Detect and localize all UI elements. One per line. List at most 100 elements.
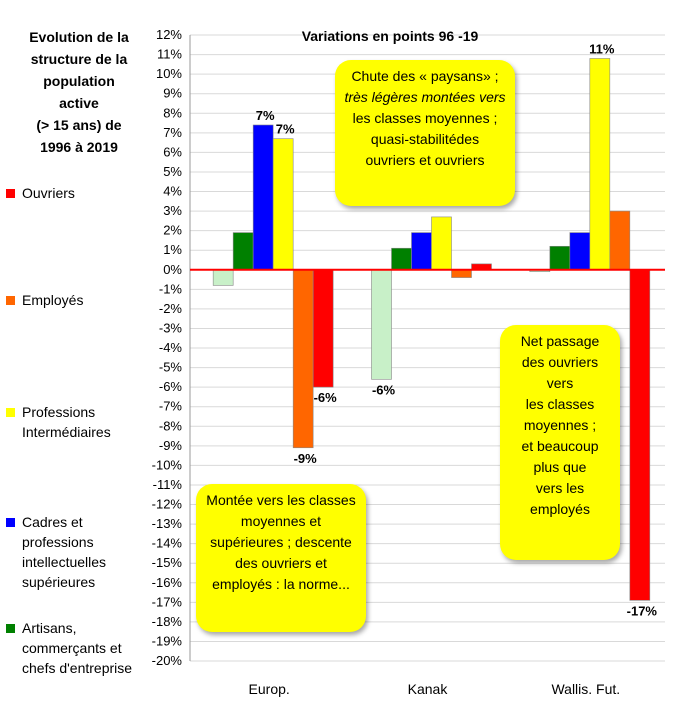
bar bbox=[232, 232, 254, 271]
data-label: 7% bbox=[256, 108, 275, 123]
x-category-label: Wallis. Fut. bbox=[551, 681, 620, 697]
y-tick-label: 0% bbox=[163, 262, 182, 277]
bar bbox=[292, 269, 314, 449]
y-tick-label: -20% bbox=[152, 653, 183, 668]
note-line: employés : la norme... bbox=[212, 576, 350, 592]
y-tick-label: -11% bbox=[153, 477, 183, 492]
bar bbox=[609, 210, 631, 271]
bar bbox=[431, 216, 452, 271]
y-tick-label: -12% bbox=[152, 497, 183, 512]
bar bbox=[451, 269, 472, 278]
legend-swatch bbox=[6, 624, 15, 633]
data-label: -17% bbox=[627, 603, 658, 618]
y-tick-label: -8% bbox=[159, 418, 183, 433]
bar bbox=[391, 247, 412, 271]
y-tick-label: 6% bbox=[163, 144, 182, 159]
data-label: -6% bbox=[314, 390, 338, 405]
y-tick-label: 11% bbox=[157, 47, 182, 62]
side-title-line: 1996 à 2019 bbox=[40, 139, 118, 155]
note-line: supérieures ; descente bbox=[210, 534, 352, 550]
side-title-line: structure de la bbox=[30, 51, 128, 67]
bar bbox=[272, 138, 294, 271]
data-label: -9% bbox=[294, 451, 318, 466]
note-line: des ouvriers bbox=[521, 354, 599, 370]
bar bbox=[371, 269, 392, 380]
y-tick-label: -10% bbox=[152, 457, 183, 472]
y-tick-label: -15% bbox=[152, 555, 183, 570]
side-title: Evolution de la structure de la populati… bbox=[4, 26, 154, 158]
side-title-line: active bbox=[59, 95, 99, 111]
note-line: Net passage bbox=[520, 333, 600, 349]
y-tick-label: 4% bbox=[163, 184, 182, 199]
y-tick-label: 3% bbox=[163, 203, 182, 218]
side-title-line: Evolution de la bbox=[29, 29, 129, 45]
note-line: employés bbox=[530, 501, 590, 517]
bar bbox=[569, 232, 591, 271]
y-tick-label: -2% bbox=[159, 301, 183, 316]
side-title-line: (> 15 ans) de bbox=[36, 117, 122, 133]
y-tick-label: 7% bbox=[163, 125, 182, 140]
bar bbox=[252, 124, 274, 271]
y-tick-label: -14% bbox=[152, 536, 183, 551]
data-label: 11% bbox=[589, 41, 615, 56]
note-line: Chute des « paysans» ; bbox=[351, 68, 499, 84]
bar bbox=[549, 245, 571, 271]
y-tick-label: -19% bbox=[152, 633, 183, 648]
note-line: moyennes et bbox=[240, 513, 322, 529]
note-right: Net passage des ouvriers vers les classe… bbox=[500, 325, 620, 560]
x-category-label: Kanak bbox=[408, 681, 449, 697]
x-axis: Europ. Kanak Wallis. Fut. bbox=[190, 268, 665, 697]
side-title-line: population bbox=[43, 73, 115, 89]
y-tick-label: -4% bbox=[159, 340, 183, 355]
legend-swatch bbox=[6, 408, 15, 417]
bar bbox=[629, 269, 651, 601]
note-line: et beaucoup bbox=[521, 438, 599, 454]
note-bottom: Montée vers les classes moyennes et supé… bbox=[196, 484, 366, 632]
note-line: moyennes ; bbox=[523, 417, 597, 433]
legend-label: Cadres et professions intellectuelles su… bbox=[22, 514, 107, 590]
note-line: les classes bbox=[525, 396, 595, 412]
y-tick-label: 1% bbox=[163, 242, 182, 257]
data-label: -6% bbox=[372, 382, 396, 397]
note-line: ouvriers et ouvriers bbox=[365, 152, 485, 168]
y-tick-label: 12% bbox=[156, 27, 182, 42]
legend-swatch bbox=[6, 189, 15, 198]
y-tick-label: -3% bbox=[159, 320, 183, 335]
y-tick-label: 10% bbox=[156, 66, 182, 81]
note-line: vers les bbox=[535, 480, 585, 496]
x-category-label: Europ. bbox=[249, 681, 290, 697]
bar bbox=[411, 232, 432, 271]
note-line: très légères montées vers bbox=[344, 89, 506, 105]
y-tick-label: -5% bbox=[159, 360, 183, 375]
note-line: quasi-stabilitédes bbox=[370, 131, 480, 147]
bar bbox=[589, 58, 611, 271]
y-tick-label: 2% bbox=[163, 223, 182, 238]
y-tick-label: -17% bbox=[152, 594, 183, 609]
y-tick-label: -6% bbox=[159, 379, 183, 394]
legend-label: Ouvriers bbox=[22, 185, 75, 201]
y-tick-label: 8% bbox=[163, 105, 182, 120]
y-tick-label: -18% bbox=[152, 614, 183, 629]
legend-swatch bbox=[6, 518, 15, 527]
chart-title: Variations en points 96 -19 bbox=[302, 28, 479, 44]
legend-label: Employés bbox=[22, 292, 84, 308]
data-label: 7% bbox=[276, 122, 295, 137]
note-line: les classes moyennes ; bbox=[352, 110, 498, 126]
note-line: vers bbox=[546, 375, 574, 391]
legend-label: Artisans, commerçants et chefs d'entrepr… bbox=[22, 620, 133, 676]
bars bbox=[212, 58, 651, 601]
y-tick-label: -13% bbox=[152, 516, 183, 531]
data-labels: 7%7% -9% -6% -6% 11% -17% bbox=[256, 41, 658, 618]
y-axis: 12% 11% 10% 9% 8% 7% 6% 5% 4% 3% 2% 1% 0% -1% -2% -3% -4… bbox=[152, 27, 191, 668]
y-tick-label: 9% bbox=[163, 86, 182, 101]
y-tick-label: -16% bbox=[152, 575, 183, 590]
legend-swatch bbox=[6, 296, 15, 305]
y-tick-label: -1% bbox=[159, 281, 183, 296]
y-tick-label: -7% bbox=[159, 399, 183, 414]
bar bbox=[312, 269, 334, 388]
note-line: des ouvriers et bbox=[235, 555, 327, 571]
note-line: Montée vers les classes bbox=[206, 492, 356, 508]
bar bbox=[212, 269, 234, 286]
y-tick-label: 5% bbox=[163, 164, 182, 179]
legend-label: Professions Intermédiaires bbox=[22, 404, 111, 440]
